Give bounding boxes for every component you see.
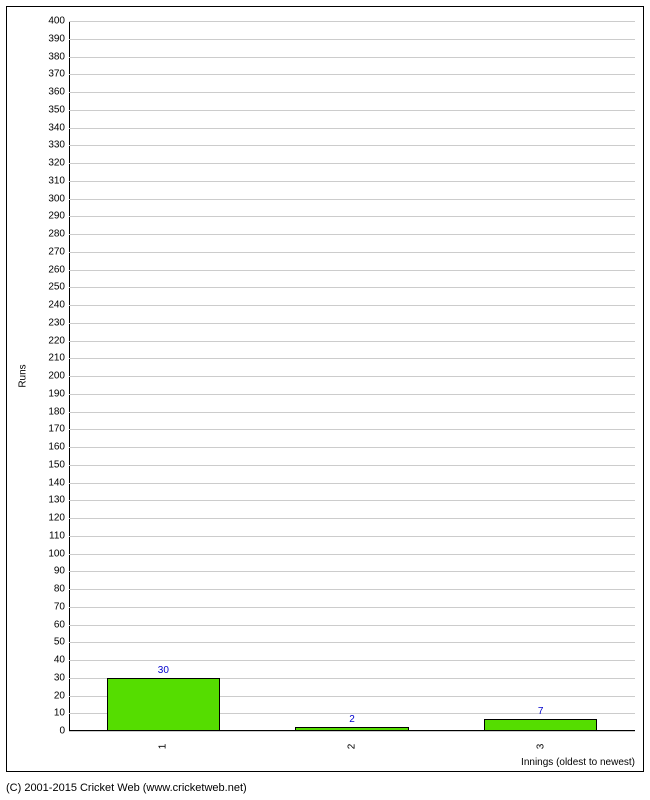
chart-frame: 30 2 7 Runs Innings (oldest to newest) 0 10… [6, 6, 644, 772]
y-tick-label: 260 [35, 264, 65, 275]
gridline [69, 447, 635, 448]
y-tick-label: 150 [35, 459, 65, 470]
y-tick-label: 290 [35, 211, 65, 222]
gridline [69, 216, 635, 217]
y-tick-label: 170 [35, 424, 65, 435]
y-tick-label: 300 [35, 193, 65, 204]
y-tick-label: 330 [35, 140, 65, 151]
y-tick-label: 310 [35, 175, 65, 186]
gridline [69, 571, 635, 572]
gridline [69, 341, 635, 342]
y-tick-label: 380 [35, 51, 65, 62]
gridline [69, 39, 635, 40]
gridline [69, 483, 635, 484]
gridline [69, 199, 635, 200]
y-tick-label: 130 [35, 495, 65, 506]
y-tick-label: 20 [35, 690, 65, 701]
y-tick-label: 280 [35, 229, 65, 240]
y-tick-label: 390 [35, 33, 65, 44]
y-tick-label: 370 [35, 69, 65, 80]
gridline [69, 376, 635, 377]
y-tick-label: 320 [35, 158, 65, 169]
y-tick-label: 220 [35, 335, 65, 346]
gridline [69, 252, 635, 253]
gridline [69, 607, 635, 608]
y-tick-label: 0 [35, 726, 65, 737]
gridline [69, 642, 635, 643]
y-tick-label: 230 [35, 317, 65, 328]
gridline [69, 305, 635, 306]
y-tick-label: 10 [35, 708, 65, 719]
gridline [69, 412, 635, 413]
gridline [69, 589, 635, 590]
y-tick-label: 350 [35, 104, 65, 115]
y-tick-label: 110 [35, 530, 65, 541]
y-tick-label: 160 [35, 442, 65, 453]
y-tick-label: 240 [35, 300, 65, 311]
gridline [69, 21, 635, 22]
gridline [69, 181, 635, 182]
gridline [69, 500, 635, 501]
x-tick-label: 3 [535, 744, 546, 750]
gridline [69, 358, 635, 359]
y-tick-label: 180 [35, 406, 65, 417]
gridline [69, 625, 635, 626]
gridline [69, 110, 635, 111]
y-tick-label: 70 [35, 601, 65, 612]
gridline [69, 429, 635, 430]
y-tick-label: 270 [35, 246, 65, 257]
y-tick-label: 360 [35, 87, 65, 98]
y-tick-label: 50 [35, 637, 65, 648]
y-tick-label: 340 [35, 122, 65, 133]
y-tick-label: 120 [35, 513, 65, 524]
x-tick-label: 1 [158, 744, 169, 750]
bar [107, 678, 220, 731]
y-tick-label: 100 [35, 548, 65, 559]
gridline [69, 145, 635, 146]
gridline [69, 660, 635, 661]
gridline [69, 128, 635, 129]
y-tick-label: 400 [35, 16, 65, 27]
bar-value-label: 7 [538, 706, 544, 717]
x-axis-title: Innings (oldest to newest) [521, 757, 635, 768]
y-tick-label: 90 [35, 566, 65, 577]
gridline [69, 554, 635, 555]
y-axis-title: Runs [18, 364, 29, 387]
page-root: 30 2 7 Runs Innings (oldest to newest) 0 10… [0, 0, 650, 800]
y-tick-label: 140 [35, 477, 65, 488]
gridline [69, 74, 635, 75]
y-tick-label: 200 [35, 371, 65, 382]
copyright-text: (C) 2001-2015 Cricket Web (www.cricketwe… [6, 782, 247, 794]
gridline [69, 518, 635, 519]
gridline [69, 731, 635, 732]
y-tick-label: 210 [35, 353, 65, 364]
y-tick-label: 30 [35, 672, 65, 683]
gridline [69, 92, 635, 93]
bar-value-label: 30 [158, 665, 169, 676]
y-tick-label: 60 [35, 619, 65, 630]
gridline [69, 394, 635, 395]
bar [295, 727, 408, 731]
y-tick-label: 190 [35, 388, 65, 399]
bar-value-label: 2 [349, 714, 355, 725]
gridline [69, 287, 635, 288]
gridline [69, 234, 635, 235]
gridline [69, 163, 635, 164]
plot-area: 30 2 7 [69, 21, 635, 731]
x-tick-label: 2 [347, 744, 358, 750]
y-tick-label: 80 [35, 584, 65, 595]
gridline [69, 536, 635, 537]
gridline [69, 270, 635, 271]
gridline [69, 465, 635, 466]
y-tick-label: 40 [35, 655, 65, 666]
gridline [69, 57, 635, 58]
gridline [69, 323, 635, 324]
bar [484, 719, 597, 731]
y-tick-label: 250 [35, 282, 65, 293]
